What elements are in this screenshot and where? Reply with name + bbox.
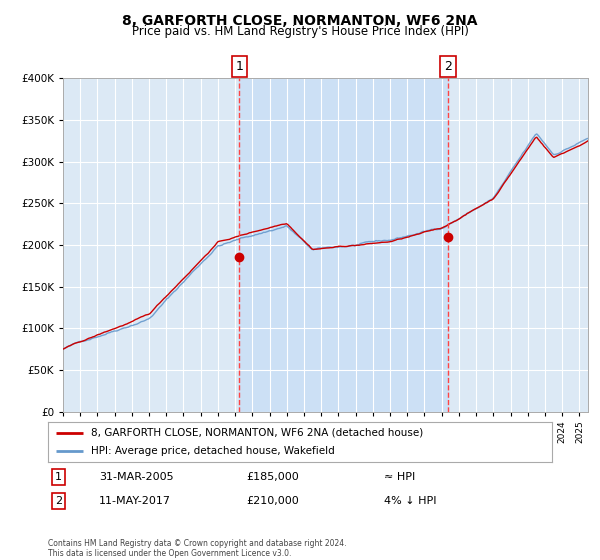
Text: 8, GARFORTH CLOSE, NORMANTON, WF6 2NA (detached house): 8, GARFORTH CLOSE, NORMANTON, WF6 2NA (d… <box>91 428 423 437</box>
Text: 31-MAR-2005: 31-MAR-2005 <box>99 472 173 482</box>
Text: 1: 1 <box>235 60 244 73</box>
Text: £185,000: £185,000 <box>246 472 299 482</box>
Text: Price paid vs. HM Land Registry's House Price Index (HPI): Price paid vs. HM Land Registry's House … <box>131 25 469 38</box>
Text: ≈ HPI: ≈ HPI <box>384 472 415 482</box>
Text: 2: 2 <box>55 496 62 506</box>
Text: 1: 1 <box>55 472 62 482</box>
Text: 2: 2 <box>444 60 452 73</box>
Text: HPI: Average price, detached house, Wakefield: HPI: Average price, detached house, Wake… <box>91 446 335 456</box>
Text: 11-MAY-2017: 11-MAY-2017 <box>99 496 171 506</box>
Bar <box>239 78 448 412</box>
Text: 8, GARFORTH CLOSE, NORMANTON, WF6 2NA: 8, GARFORTH CLOSE, NORMANTON, WF6 2NA <box>122 14 478 28</box>
Text: Contains HM Land Registry data © Crown copyright and database right 2024.
This d: Contains HM Land Registry data © Crown c… <box>48 539 347 558</box>
Text: 4% ↓ HPI: 4% ↓ HPI <box>384 496 437 506</box>
Text: £210,000: £210,000 <box>246 496 299 506</box>
